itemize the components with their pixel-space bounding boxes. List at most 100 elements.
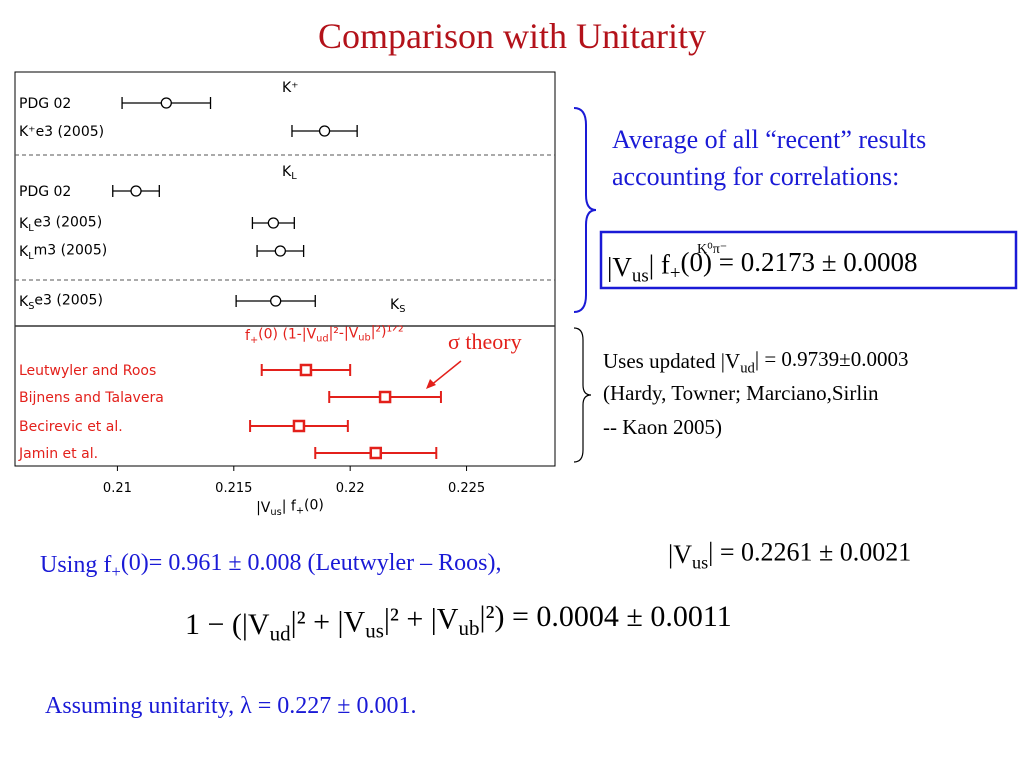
row-label: KSe3 (2005): [19, 293, 103, 312]
text-segment: |V: [607, 252, 632, 282]
subscript: +: [670, 263, 681, 284]
text-segment: -- Kaon 2005): [603, 415, 722, 439]
text-segment: | f: [282, 499, 297, 515]
x-tick-label: 0.21: [103, 481, 132, 496]
section-label: K⁺: [282, 80, 299, 96]
note-line: -- Kaon 2005): [603, 415, 722, 439]
text-segment: | = 0.9739±0.0003: [755, 347, 909, 371]
text-segment: Becirevic et al.: [19, 419, 123, 435]
boxed-formula: |Vus| f+(0) = 0.2173 ± 0.0008: [607, 247, 918, 287]
subscript: us: [632, 266, 649, 287]
text-segment: | = 0.2261 ± 0.0021: [708, 538, 911, 567]
point: [274, 245, 286, 257]
row-label: KLe3 (2005): [19, 215, 102, 234]
text-segment: K: [19, 244, 29, 260]
subscript: +: [250, 335, 258, 346]
subscript: ub: [358, 332, 370, 343]
subscript: ub: [458, 616, 479, 640]
point: [292, 419, 306, 433]
subscript: ud: [316, 334, 328, 345]
text-segment: K⁺: [282, 80, 299, 96]
note-line: Average of all “recent” results: [612, 125, 926, 154]
text-segment: PDG 02: [19, 96, 71, 112]
subscript: ud: [270, 621, 292, 645]
text-segment: | f: [649, 250, 670, 280]
text-segment: e3 (2005): [34, 293, 103, 309]
row-label: Bijnens and Talavera: [19, 390, 164, 406]
subscript: S: [399, 304, 405, 315]
point: [270, 295, 282, 307]
text-segment: PDG 02: [19, 184, 71, 200]
text-segment: K: [19, 294, 29, 310]
subscript: S: [28, 301, 34, 312]
subscript: L: [28, 223, 34, 234]
row-label: Leutwyler and Roos: [19, 363, 156, 379]
formula: 1 − (|Vud|² + |Vus|² + |Vub|²) = 0.0004 …: [185, 600, 732, 645]
subscript: us: [365, 619, 384, 643]
text-segment: (0) = 0.2173 ± 0.0008: [681, 247, 918, 277]
text-segment: K⁺e3 (2005): [19, 124, 104, 140]
brace: [573, 327, 592, 463]
text-segment: |² + |V: [384, 603, 459, 636]
text-segment: |² + |V: [291, 605, 366, 638]
row-label: KLm3 (2005): [19, 243, 107, 262]
note-line: Uses updated |Vud| = 0.9739±0.0003: [603, 347, 908, 376]
text-segment: |V: [668, 540, 692, 569]
text-line: Assuming unitarity, λ = 0.227 ± 0.001.: [45, 693, 416, 719]
point: [130, 185, 142, 197]
text-segment: e3 (2005): [34, 215, 103, 231]
row-label: Becirevic et al.: [19, 419, 123, 435]
point: [318, 125, 331, 137]
arrow: [429, 360, 462, 387]
point: [378, 390, 392, 404]
text-segment: (Hardy, Towner; Marciano,Sirlin: [603, 381, 879, 405]
text-segment: Leutwyler and Roos: [19, 363, 156, 379]
arrow-head: [426, 379, 436, 389]
slide-title: Comparison with Unitarity: [318, 16, 706, 56]
text-segment: Uses updated |V: [603, 349, 740, 373]
text-segment: Jamin et al.: [18, 446, 98, 462]
subscript: us: [270, 507, 281, 518]
brace: [573, 107, 597, 313]
annotation: σ theory: [448, 329, 522, 354]
text-segment: |²)¹ᐟ²: [371, 324, 404, 340]
text-segment: K: [282, 164, 292, 180]
formula-box: [599, 230, 1018, 290]
text-segment: m3 (2005): [34, 243, 108, 259]
plot-frame: [14, 71, 556, 467]
text-segment: (0)= 0.961 ± 0.008 (Leutwyler – Roos),: [121, 550, 502, 576]
point: [160, 97, 172, 109]
section-label: KS: [390, 297, 405, 315]
text-segment: |V: [256, 500, 271, 516]
subscript: L: [28, 251, 34, 262]
text-segment: (0) (1-|V: [258, 327, 316, 343]
text-segment: f: [245, 328, 251, 344]
text-segment: Bijnens and Talavera: [19, 390, 164, 406]
formula-superscript: K⁰π⁻: [697, 242, 727, 257]
text-segment: K: [19, 216, 29, 232]
text-segment: |²) = 0.0004 ± 0.0011: [479, 600, 731, 633]
text-line: Using f+(0)= 0.961 ± 0.008 (Leutwyler – …: [40, 550, 501, 581]
row-label: PDG 02: [19, 184, 71, 200]
subscript: us: [692, 552, 708, 572]
section-label: KL: [282, 164, 297, 182]
x-tick-label: 0.22: [336, 481, 365, 496]
text-segment: 1 − (|V: [185, 608, 270, 641]
text-segment: K: [390, 297, 400, 313]
point: [369, 446, 383, 460]
text-segment: |²-|V: [329, 325, 359, 341]
note-line: accounting for correlations:: [612, 162, 899, 191]
section-label: f+(0) (1-|Vud|²-|Vub|²)¹ᐟ²: [245, 324, 404, 346]
point: [267, 217, 280, 229]
formula: |Vus| = 0.2261 ± 0.0021: [668, 538, 911, 573]
x-axis-label: |Vus| f+(0): [256, 497, 324, 517]
text-segment: (0): [304, 497, 324, 513]
note-line: (Hardy, Towner; Marciano,Sirlin: [603, 381, 879, 405]
point: [299, 363, 313, 377]
row-label: PDG 02: [19, 96, 71, 112]
subscript: +: [111, 562, 120, 581]
x-tick-label: 0.215: [215, 481, 252, 496]
row-label: K⁺e3 (2005): [19, 124, 104, 140]
